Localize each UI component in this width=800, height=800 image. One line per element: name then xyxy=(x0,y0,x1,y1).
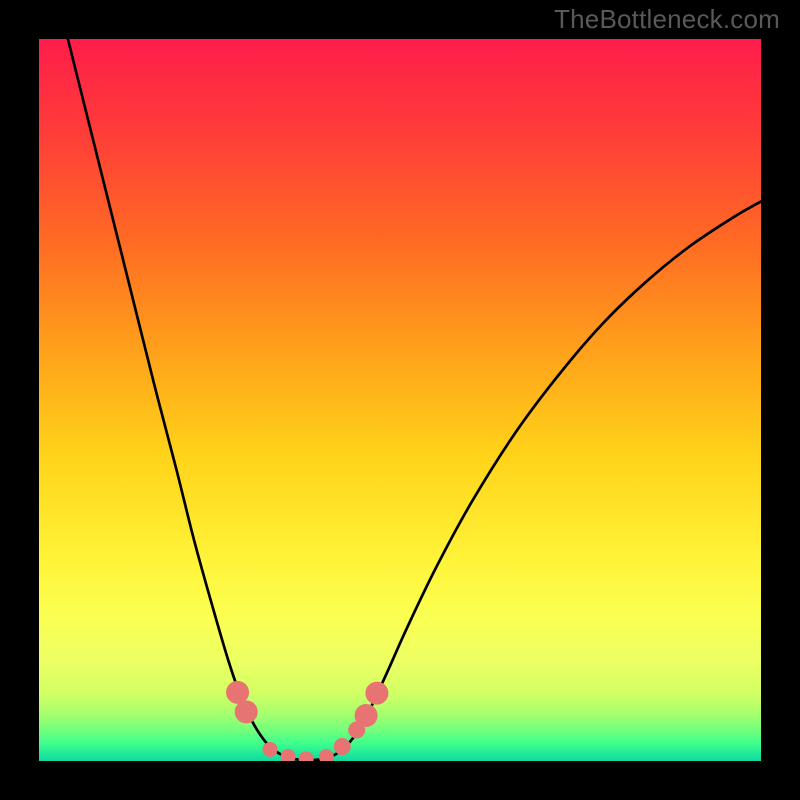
chart-frame xyxy=(0,0,800,800)
curve-marker xyxy=(227,681,249,703)
curve-left-branch xyxy=(68,39,306,760)
curve-marker xyxy=(355,705,377,727)
plot-area xyxy=(39,39,761,761)
curve-marker xyxy=(281,750,295,761)
watermark-text: TheBottleneck.com xyxy=(554,4,780,35)
curve-marker xyxy=(235,701,257,723)
curve-marker xyxy=(263,742,277,756)
chart-svg xyxy=(39,39,761,761)
curve-marker xyxy=(334,739,350,755)
curve-marker xyxy=(366,682,388,704)
curve-marker xyxy=(299,752,313,761)
curve-right-branch xyxy=(306,201,761,760)
curve-marker xyxy=(319,750,333,761)
